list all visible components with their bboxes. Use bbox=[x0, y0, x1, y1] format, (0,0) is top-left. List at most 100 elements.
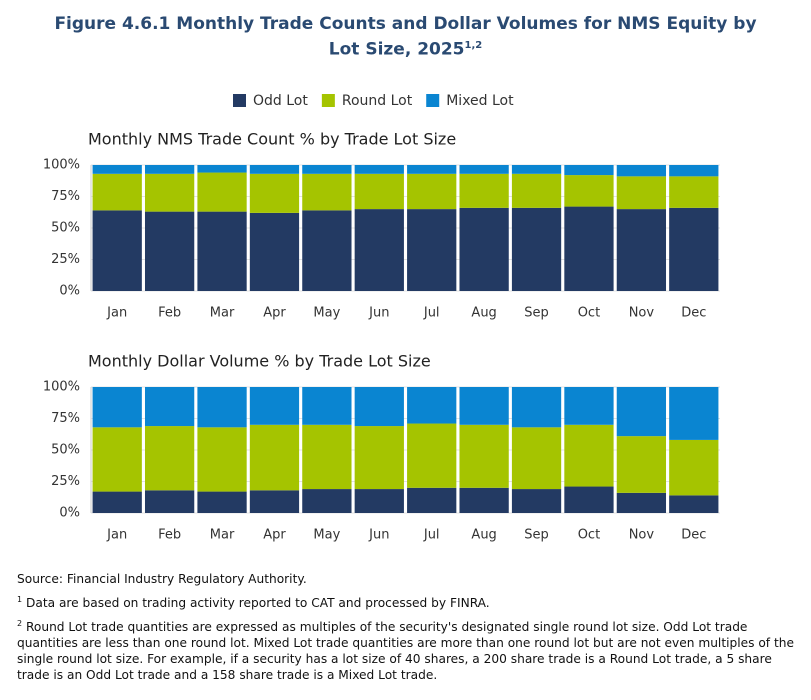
bar-segment bbox=[669, 165, 719, 177]
x-tick-label: Aug bbox=[471, 528, 496, 543]
note: 1 Data are based on trading activity rep… bbox=[17, 592, 802, 611]
x-tick-label: Feb bbox=[158, 528, 181, 543]
legend-swatch bbox=[426, 94, 440, 107]
bar-segment bbox=[302, 424, 352, 490]
bar-segment bbox=[144, 173, 195, 212]
bar-segment bbox=[669, 176, 719, 208]
bar-segment bbox=[511, 387, 562, 428]
title-text: Figure 4.6.1 Monthly Trade Counts and Do… bbox=[54, 14, 757, 60]
y-tick-label: 25% bbox=[51, 474, 80, 489]
bar-segment bbox=[92, 173, 142, 211]
x-tick-label: May bbox=[313, 528, 340, 543]
x-tick-label: Sep bbox=[524, 306, 549, 321]
bar-segment bbox=[669, 439, 719, 496]
bar-segment bbox=[564, 175, 614, 207]
x-tick-label: May bbox=[313, 306, 340, 321]
bar-segment bbox=[407, 487, 457, 513]
x-tick-label: Mar bbox=[210, 306, 235, 321]
bar-segment bbox=[249, 212, 300, 291]
x-tick-label: Nov bbox=[629, 528, 655, 543]
x-tick-label: Feb bbox=[158, 306, 181, 321]
bar-segment bbox=[669, 495, 719, 513]
notes: Source: Financial Industry Regulatory Au… bbox=[17, 571, 802, 688]
note-text: Data are based on trading activity repor… bbox=[25, 596, 490, 611]
x-tick-label: Jun bbox=[368, 528, 389, 543]
x-tick-label: Oct bbox=[578, 528, 600, 543]
bar-segment bbox=[197, 387, 247, 428]
bar-segment bbox=[407, 209, 457, 291]
bar-segment bbox=[354, 387, 404, 427]
bar-segment bbox=[302, 173, 352, 211]
x-tick-label: Oct bbox=[578, 306, 600, 321]
bar-segment bbox=[92, 491, 142, 513]
x-tick-label: Apr bbox=[263, 528, 286, 543]
note-marker: 2 bbox=[17, 619, 23, 629]
x-tick-label: Mar bbox=[210, 528, 235, 543]
note: 2 Round Lot trade quantities are express… bbox=[17, 616, 802, 683]
x-tick-label: Jan bbox=[106, 528, 127, 543]
note-text: Round Lot trade quantities are expressed… bbox=[17, 620, 794, 683]
bar-segment bbox=[616, 209, 667, 291]
bar-segment bbox=[302, 165, 352, 174]
bar-segment bbox=[92, 387, 142, 428]
y-tick-label: 100% bbox=[43, 380, 80, 395]
bar-segment bbox=[616, 165, 667, 177]
bar-segment bbox=[669, 387, 719, 440]
x-tick-label: Nov bbox=[629, 306, 655, 321]
bar-segment bbox=[249, 387, 300, 425]
bar-segment bbox=[511, 427, 562, 490]
y-tick-label: 75% bbox=[51, 411, 80, 426]
legend-label: Round Lot bbox=[342, 93, 413, 109]
bar-segment bbox=[354, 165, 404, 174]
bar-segment bbox=[92, 210, 142, 291]
bar-segment bbox=[511, 165, 562, 174]
legend-label: Odd Lot bbox=[253, 93, 308, 109]
bar-segment bbox=[616, 176, 667, 210]
x-tick-label: Sep bbox=[524, 528, 549, 543]
bar-segment bbox=[144, 165, 195, 174]
bar-segment bbox=[407, 387, 457, 424]
title-sup: 1,2 bbox=[464, 40, 483, 51]
bar-segment bbox=[197, 172, 247, 212]
x-tick-label: Jul bbox=[423, 528, 440, 543]
y-tick-label: 100% bbox=[43, 158, 80, 173]
x-tick-label: Apr bbox=[263, 306, 286, 321]
bar-segment bbox=[616, 387, 667, 437]
x-tick-label: Jun bbox=[368, 306, 389, 321]
legend-swatch bbox=[321, 94, 335, 107]
x-tick-label: Dec bbox=[681, 528, 706, 543]
bar-segment bbox=[302, 387, 352, 425]
bar-segment bbox=[197, 211, 247, 291]
bar-segment bbox=[459, 207, 509, 291]
y-tick-label: 0% bbox=[59, 506, 80, 521]
y-tick-label: 25% bbox=[51, 252, 80, 267]
bar-segment bbox=[616, 492, 667, 513]
chart: Monthly NMS Trade Count % by Trade Lot S… bbox=[43, 93, 720, 543]
bar-segment bbox=[564, 165, 614, 176]
bar-segment bbox=[511, 489, 562, 513]
bar-segment bbox=[302, 489, 352, 513]
y-tick-label: 75% bbox=[51, 189, 80, 204]
note-marker: 1 bbox=[17, 595, 23, 604]
bar-segment bbox=[144, 211, 195, 291]
bar-segment bbox=[564, 387, 614, 425]
bar-segment bbox=[92, 427, 142, 492]
bar-segment bbox=[249, 165, 300, 174]
bar-segment bbox=[197, 165, 247, 173]
legend-label: Mixed Lot bbox=[446, 93, 514, 109]
y-tick-label: 0% bbox=[59, 284, 80, 299]
x-tick-label: Aug bbox=[471, 306, 496, 321]
x-tick-label: Jan bbox=[106, 306, 127, 321]
bar-segment bbox=[249, 490, 300, 513]
y-tick-label: 50% bbox=[51, 221, 80, 236]
bar-segment bbox=[144, 387, 195, 427]
bar-segment bbox=[459, 173, 509, 208]
bar-segment bbox=[669, 207, 719, 291]
figure-title: Figure 4.6.1 Monthly Trade Counts and Do… bbox=[40, 14, 771, 61]
chart-subtitle: Monthly Dollar Volume % by Trade Lot Siz… bbox=[88, 352, 431, 371]
bar-segment bbox=[197, 491, 247, 513]
x-tick-label: Jul bbox=[423, 306, 440, 321]
bar-segment bbox=[407, 165, 457, 174]
bar-segment bbox=[249, 424, 300, 491]
